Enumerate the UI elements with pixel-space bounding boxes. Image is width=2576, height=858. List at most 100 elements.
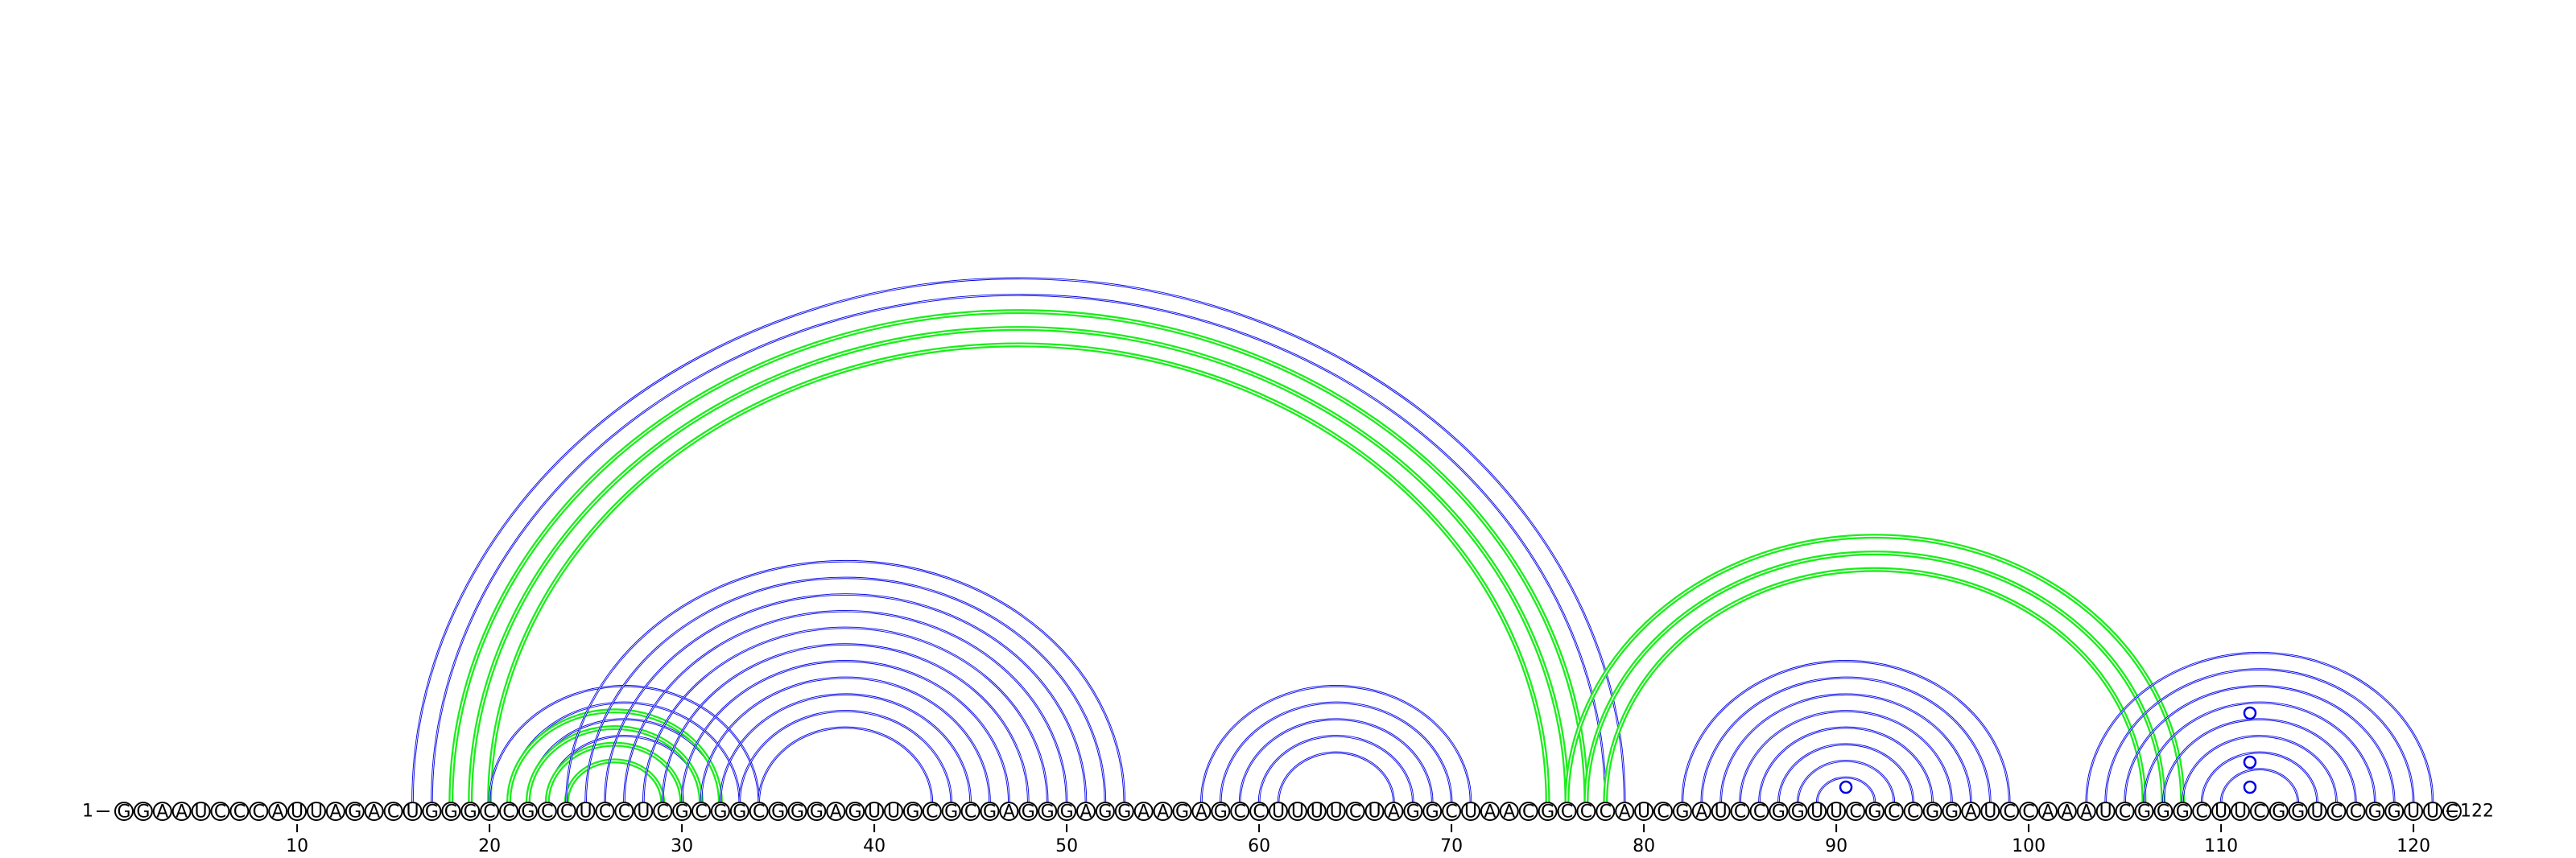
position-tick-label: 90 xyxy=(1825,836,1847,856)
nucleotide-circle xyxy=(364,802,384,821)
nucleotide-circle xyxy=(884,802,903,821)
base-pair-arc-core xyxy=(2182,735,2337,803)
nucleotide-letter: C xyxy=(657,802,669,823)
base-pair-arc-core xyxy=(1682,660,2010,803)
nucleotide-letter: C xyxy=(1600,802,1612,823)
position-tick-label: 80 xyxy=(1633,836,1655,856)
base-pair-arc xyxy=(2219,768,2299,803)
nucleotide-letter: U xyxy=(1715,802,1728,823)
base-pair-arc xyxy=(604,593,1088,803)
position-tick-label: 10 xyxy=(286,836,308,856)
nucleotide-circle xyxy=(1345,802,1365,821)
nucleotide-circle xyxy=(999,802,1019,821)
base-pair-arc-core xyxy=(2105,669,2414,803)
nucleotide-letter: U xyxy=(580,802,592,823)
nucleotide-circle xyxy=(2404,802,2424,821)
nucleotide-letter: U xyxy=(2234,802,2247,823)
nucleotide-letter: G xyxy=(1098,802,1112,823)
base-pair-arc-core xyxy=(1258,735,1414,803)
base-pair-arc-core xyxy=(2220,769,2299,803)
end-position-label: 122 xyxy=(2460,802,2494,822)
nucleotide-letter: U xyxy=(2407,802,2420,823)
base-pair-arc-core xyxy=(2124,685,2395,803)
base-pair-arc-core xyxy=(700,677,990,803)
nucleotide-circle xyxy=(2326,802,2347,821)
base-pair-arc-core xyxy=(605,594,1087,803)
nucleotide-circle xyxy=(1307,802,1327,821)
nucleotide-letter: G xyxy=(2272,802,2285,823)
nucleotide-circle xyxy=(941,802,961,821)
nucleotide-letter: U xyxy=(1368,802,1381,823)
base-pair-arc xyxy=(1564,534,2186,803)
nucleotide-circle xyxy=(1864,802,1885,821)
nucleotide-circle xyxy=(2134,802,2154,821)
nucleotide-letter: C xyxy=(1753,802,1765,823)
nucleotide-letter: U xyxy=(1272,802,1285,823)
nucleotide-letter: C xyxy=(1561,802,1573,823)
nucleotide-letter: C xyxy=(1580,802,1592,823)
nucleotide-letter: C xyxy=(233,802,246,823)
nucleotide-letter: U xyxy=(2311,802,2324,823)
base-pair-arc xyxy=(1238,718,1434,803)
nucleotide-letter: G xyxy=(444,802,458,823)
nucleotide-letter: G xyxy=(1426,802,1439,823)
nucleotide-letter: C xyxy=(926,802,938,823)
nucleotide-letter: G xyxy=(464,802,477,823)
nucleotide-circle xyxy=(1922,802,1942,821)
nucleotide-letter: C xyxy=(1907,802,1919,823)
nucleotide-circle xyxy=(307,802,326,821)
nucleotide-circle xyxy=(422,802,442,821)
nucleotide-circle xyxy=(691,802,711,821)
nucleotide-circle xyxy=(1711,802,1731,821)
nucleotide-circle xyxy=(325,802,345,821)
nucleotide-circle xyxy=(710,802,730,821)
nucleotide-circle xyxy=(191,802,211,821)
base-pair-arc-core xyxy=(1566,535,2183,803)
base-pair-arc xyxy=(525,724,704,803)
base-pair-arc-core xyxy=(642,627,1048,803)
nucleotide-letter: G xyxy=(1791,802,1805,823)
nucleotide-letter: G xyxy=(1772,802,1785,823)
nucleotide-letter: U xyxy=(2215,802,2227,823)
nucleotide-letter: C xyxy=(2004,802,2016,823)
base-pair-arc-core xyxy=(2163,719,2356,803)
nucleotide-circle xyxy=(595,802,615,821)
nucleotide-circle xyxy=(1538,802,1558,821)
nucleotide-circle xyxy=(902,802,923,821)
nucleotide-circle xyxy=(1057,802,1077,821)
nucleotide-letter: G xyxy=(1541,802,1554,823)
base-pair-arc-core xyxy=(1797,760,1895,803)
base-pair-arc xyxy=(758,726,934,803)
nucleotide-letter: U xyxy=(2426,802,2439,823)
nucleotide-circle xyxy=(1807,802,1827,821)
nucleotide-letter: G xyxy=(771,802,785,823)
nucleotide-letter: C xyxy=(1349,802,1361,823)
base-pair-arcs xyxy=(411,277,2434,803)
nucleotide-circle xyxy=(268,802,288,821)
nucleotide-letter: C xyxy=(1253,802,1265,823)
nucleotide-circle xyxy=(1884,802,1904,821)
nucleotide-letter: C xyxy=(2119,802,2131,823)
nucleotide-circle xyxy=(1557,802,1577,821)
base-pair-arc xyxy=(1583,550,2166,803)
nucleotide-letter: G xyxy=(2291,802,2305,823)
nucleotide-letter: U xyxy=(637,802,650,823)
nucleotide-circle xyxy=(1403,802,1423,821)
nucleotide-letter: C xyxy=(2253,802,2265,823)
nucleotide-circle xyxy=(460,802,481,821)
nucleotide-letter: C xyxy=(560,802,572,823)
nucleotide-circle xyxy=(1518,802,1538,821)
loop-marker xyxy=(2243,706,2257,720)
nucleotide-letter: G xyxy=(1406,802,1420,823)
nucleotide-circle xyxy=(1364,802,1385,821)
nucleotide-letter: C xyxy=(2196,802,2208,823)
nucleotide-letter: G xyxy=(983,802,997,823)
nucleotide-circle xyxy=(1730,802,1750,821)
position-tick-label: 60 xyxy=(1248,836,1270,856)
base-pair-arc-core xyxy=(1278,752,1394,803)
nucleotide-circle xyxy=(1076,802,1096,821)
nucleotide-circle xyxy=(2384,802,2405,821)
base-pair-arc-core xyxy=(1701,677,1991,803)
nucleotide-letter: G xyxy=(1175,802,1189,823)
nucleotide-letter: C xyxy=(2330,802,2343,823)
